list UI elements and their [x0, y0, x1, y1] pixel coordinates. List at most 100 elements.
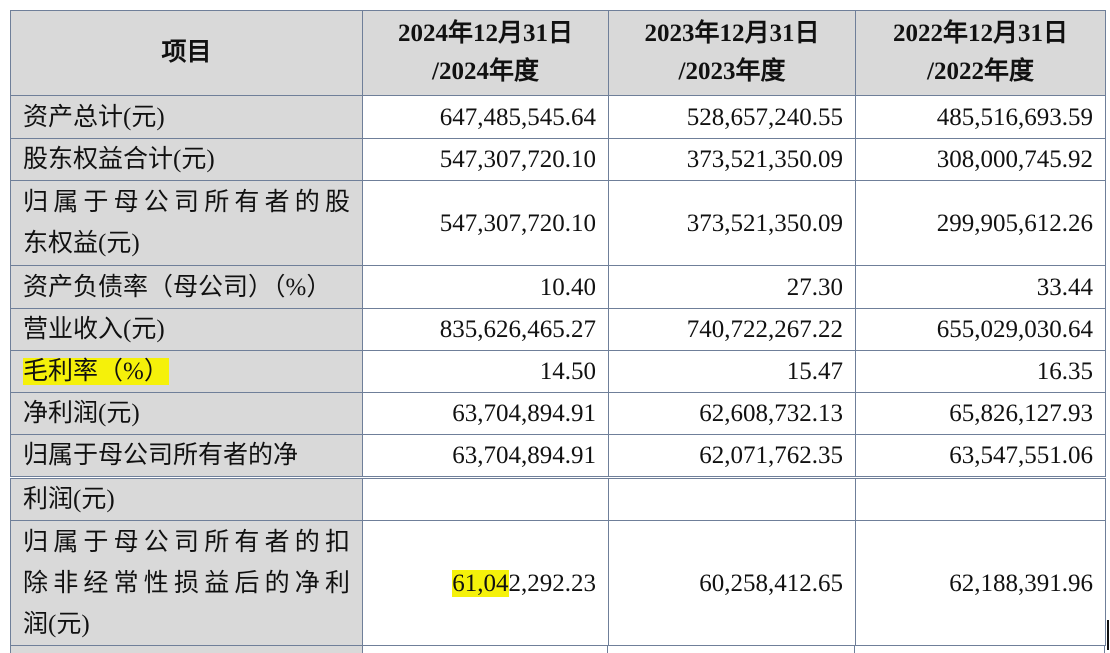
value-text: 647,485,545.64 — [439, 103, 596, 131]
header-cell: 2024年12月31日/2024年度 — [362, 10, 609, 96]
financial-table-continued: 利润(元) 归属于母公司所有者的扣 除非经常性损益后的净利 润(元) 61,042,29… — [10, 478, 1106, 646]
label-text: 东权益(元) — [23, 230, 140, 257]
value-cell: 15.47 — [608, 350, 856, 393]
value-cell: 63,704,894.91 — [362, 392, 609, 435]
value-cell — [608, 478, 856, 521]
label-line: 东权益(元) — [23, 223, 350, 264]
value-cell: 647,485,545.64 — [362, 95, 609, 139]
value-text: 547,307,720.10 — [439, 146, 596, 173]
value-text: 65,826,127.93 — [949, 400, 1093, 427]
value-cell: 299,905,612.26 — [855, 180, 1106, 266]
label-line: 资产负债率（母公司）（%） — [23, 267, 350, 308]
value-text: 62,071,762.35 — [699, 442, 843, 469]
table-row: 净利润(元) 63,704,894.91 62,608,732.13 65,826,1… — [10, 392, 1106, 435]
header-text: 2023年12月31日 — [644, 20, 820, 47]
table-row: 毛利率（%） 14.50 15.47 16.35 — [10, 350, 1106, 393]
row-label: 营业收入(元) — [10, 308, 363, 351]
value-cell: 373,521,350.09 — [608, 138, 856, 181]
row-label: 归属于母公司所有者的股东权益(元) — [10, 180, 363, 266]
label-line: 归属于母公司所有者的净 — [23, 436, 350, 476]
header-text: /2024年度 — [432, 58, 539, 85]
value-text: 2,292.23 — [508, 569, 597, 597]
row-label: 资产负债率（母公司）（%） — [10, 265, 363, 309]
row-label: 资产总计(元) — [10, 95, 363, 139]
value-text: 62,608,732.13 — [699, 400, 843, 427]
value-text: 14.50 — [539, 358, 596, 385]
value-text: 62,188,391.96 — [949, 569, 1093, 597]
table-row: 归属于母公司所有者的净 63,704,894.91 62,071,762.35 63,… — [10, 434, 1106, 477]
value-text: 63,704,894.91 — [452, 442, 596, 469]
value-cell: 655,029,030.64 — [855, 308, 1106, 351]
value-cell: 835,626,465.27 — [362, 308, 609, 351]
table-row: 资产负债率（母公司）（%） 10.40 27.30 33.44 — [10, 265, 1106, 309]
value-cell: 62,071,762.35 — [608, 434, 856, 477]
value-text: 485,516,693.59 — [936, 103, 1093, 131]
value-cell — [362, 478, 609, 521]
value-cell: 10.40 — [362, 265, 609, 309]
value-cell: 547,307,720.10 — [362, 180, 609, 266]
row-label: 净利润(元) — [10, 392, 363, 435]
value-cell: 740,722,267.22 — [608, 308, 856, 351]
value-cell: 14.50 — [362, 350, 609, 393]
row-label: 股东权益合计(元) — [10, 138, 363, 181]
label-text: 股东权益合计(元) — [23, 146, 215, 173]
value-cell: 63,547,551.06 — [855, 434, 1106, 477]
label-line: 归属于母公司所有者的股 — [23, 182, 350, 223]
label-line: 利润(元) — [23, 480, 350, 520]
row-label: 毛利率（%） — [10, 350, 363, 393]
value-text: 60,258,412.65 — [699, 569, 843, 597]
table-row: 归属于母公司所有者的扣 除非经常性损益后的净利 润(元) 61,042,292.23 6… — [10, 520, 1106, 646]
value-text: 373,521,350.09 — [686, 146, 843, 173]
value-cell: 61,042,292.23 — [362, 520, 609, 646]
label-line: 除非经常性损益后的净利 — [23, 563, 350, 604]
label-line: 股东权益合计(元) — [23, 140, 350, 180]
label-text: 利润(元) — [23, 486, 115, 513]
label-line: 资产总计(元) — [23, 97, 350, 138]
header-cell: 项目 — [10, 10, 363, 96]
label-text: 润(元) — [23, 610, 90, 638]
header-cell: 2022年12月31日/2022年度 — [855, 10, 1106, 96]
label-line: 净利润(元) — [23, 394, 350, 434]
row-label: 归属于母公司所有者的净 — [10, 434, 363, 477]
header-text: /2022年度 — [927, 58, 1034, 85]
value-text: 10.40 — [539, 273, 596, 301]
table-row: 资产总计(元) 647,485,545.64 528,657,240.55 485,5… — [10, 95, 1106, 139]
value-cell: 373,521,350.09 — [608, 180, 856, 266]
value-text: 63,547,551.06 — [949, 442, 1093, 469]
header-text: 项目 — [161, 39, 212, 66]
header-text: 2022年12月31日 — [892, 20, 1068, 47]
header-row: 项目 2024年12月31日/2024年度 2023年12月31日/2023年度 20… — [10, 10, 1106, 96]
value-text: 33.44 — [1036, 273, 1093, 301]
partial-cell — [607, 646, 608, 653]
highlighted-text: 61,04 — [452, 569, 509, 597]
table-row: 归属于母公司所有者的股 东权益(元) 547,307,720.10 373,521,3… — [10, 180, 1106, 266]
partial-cell — [10, 646, 363, 653]
value-text: 835,626,465.27 — [439, 316, 596, 343]
value-cell: 16.35 — [855, 350, 1106, 393]
value-cell: 27.30 — [608, 265, 856, 309]
value-cell: 63,704,894.91 — [362, 434, 609, 477]
value-text: 15.47 — [786, 358, 843, 385]
value-text: 299,905,612.26 — [936, 209, 1093, 237]
value-cell: 62,188,391.96 — [855, 520, 1106, 646]
header-text: 2024年12月31日 — [397, 20, 573, 47]
value-cell: 60,258,412.65 — [608, 520, 856, 646]
label-text: 归属于母公司所有者的扣 — [23, 528, 350, 556]
header-text: /2023年度 — [678, 58, 786, 85]
value-text: 373,521,350.09 — [686, 209, 843, 237]
label-text: 资产总计(元) — [23, 103, 165, 131]
value-cell: 65,826,127.93 — [855, 392, 1106, 435]
partial-cell — [854, 646, 855, 653]
row-label: 利润(元) — [10, 478, 363, 521]
label-line: 归属于母公司所有者的扣 — [23, 522, 350, 563]
table-row: 股东权益合计(元) 547,307,720.10 373,521,350.09 308… — [10, 138, 1106, 181]
value-cell: 547,307,720.10 — [362, 138, 609, 181]
label-text: 营业收入(元) — [23, 316, 165, 343]
value-text: 655,029,030.64 — [936, 316, 1093, 343]
header-cell: 2023年12月31日/2023年度 — [608, 10, 856, 96]
label-text: 除非经常性损益后的净利 — [23, 569, 350, 597]
label-text: 归属于母公司所有者的净 — [23, 442, 299, 469]
value-cell — [855, 478, 1106, 521]
label-text: 资产负债率（母公司）（%） — [23, 273, 332, 301]
highlighted-label: 毛利率（%） — [23, 358, 169, 385]
